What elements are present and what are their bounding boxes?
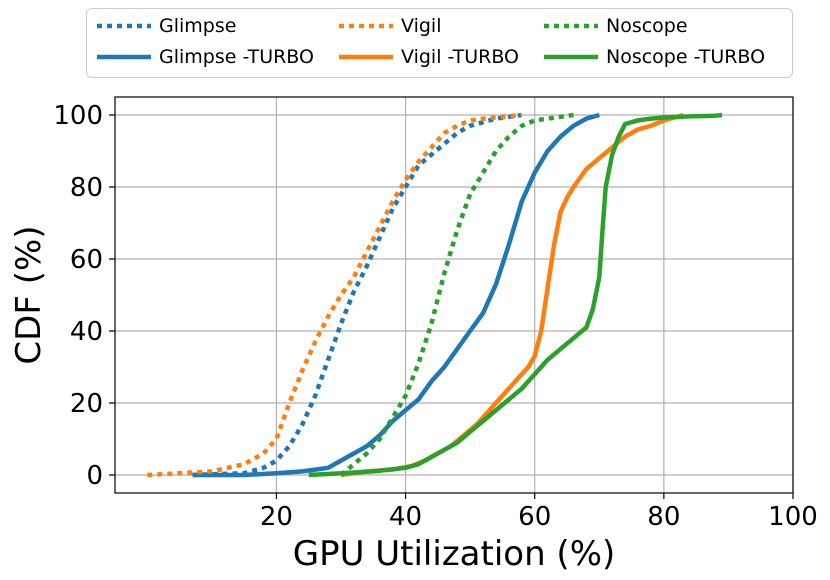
x-axis-label: GPU Utilization (%): [293, 534, 616, 574]
series-line-vigil: [147, 112, 523, 478]
legend-entry: Vigil -TURBO: [337, 44, 519, 70]
x-tick-label: 40: [389, 502, 422, 532]
y-tick-label: 20: [70, 389, 103, 419]
axis-ticks: 20 40 60 80 100 0 20 40 60 80 100: [53, 101, 817, 532]
legend-entry: Glimpse -TURBO: [95, 44, 314, 70]
legend: Glimpse Glimpse -TURBO Vigil Vigil -TURBO No…: [86, 8, 793, 78]
y-tick-label: 80: [70, 173, 103, 203]
legend-swatch: [97, 23, 151, 29]
y-tick-label: 40: [70, 317, 103, 347]
legend-label: Vigil -TURBO: [401, 46, 519, 68]
series-line-noscope: [339, 112, 574, 477]
y-tick-label: 0: [86, 461, 103, 491]
y-axis-label: CDF (%): [9, 225, 49, 364]
x-tick-label: 100: [768, 502, 818, 532]
legend-label: Noscope -TURBO: [606, 46, 766, 68]
legend-label: Glimpse -TURBO: [159, 46, 314, 68]
legend-label: Glimpse: [159, 15, 237, 37]
x-tick-label: 60: [518, 502, 551, 532]
x-tick-label: 80: [647, 502, 680, 532]
legend-swatch: [97, 54, 151, 60]
series-line-glimpse: [192, 112, 523, 478]
grid: [115, 97, 794, 493]
legend-label: Noscope: [606, 15, 688, 37]
legend-swatch: [339, 54, 393, 60]
legend-entry: Noscope -TURBO: [542, 44, 765, 70]
legend-swatch: [544, 23, 598, 29]
y-tick-label: 100: [53, 101, 103, 131]
legend-swatch: [544, 54, 598, 60]
x-tick-label: 20: [260, 502, 293, 532]
series-line-noscope-turbo: [308, 112, 723, 478]
legend-label: Vigil: [401, 15, 442, 37]
y-tick-label: 60: [70, 245, 103, 275]
legend-entry: Noscope: [542, 13, 688, 39]
series-lines: [147, 112, 723, 478]
series-line-glimpse-turbo: [192, 112, 600, 478]
legend-swatch: [339, 23, 393, 29]
legend-entry: Glimpse: [95, 13, 236, 39]
plot-area-frame: [114, 96, 794, 494]
legend-entry: Vigil: [337, 13, 441, 39]
